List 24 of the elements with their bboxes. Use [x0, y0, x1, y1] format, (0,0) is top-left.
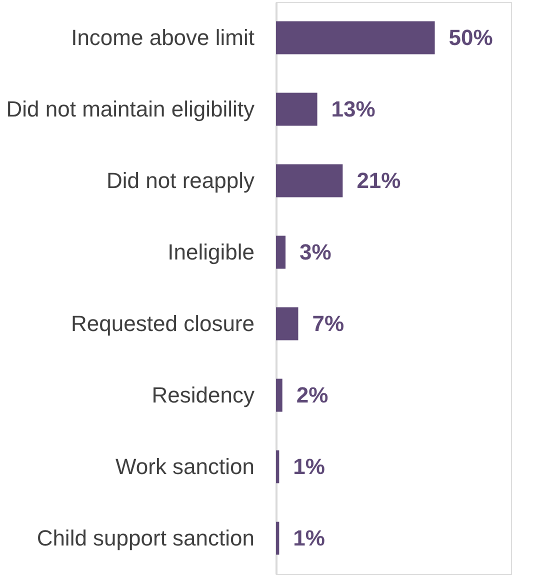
y-tick-label: Ineligible [168, 239, 254, 264]
bar [276, 164, 343, 198]
y-tick-label: Residency [152, 382, 254, 408]
bar [276, 21, 435, 54]
bar [276, 236, 286, 269]
bar [276, 450, 280, 484]
y-tick-label: Did not reapply [106, 168, 254, 193]
data-label: 1% [293, 454, 325, 479]
y-tick-label: Requested closure [71, 310, 254, 336]
y-tick-label: Income above limit [71, 24, 254, 50]
y-tick-label: Did not maintain eligibility [6, 96, 254, 122]
y-tick-label: Work sanction [116, 454, 254, 479]
bar [276, 522, 280, 555]
bar [276, 92, 318, 126]
data-label: 3% [300, 239, 332, 264]
data-label: 13% [331, 96, 376, 122]
bar [276, 378, 282, 412]
data-label: 2% [296, 382, 328, 408]
data-label: 21% [356, 168, 401, 193]
bar [276, 307, 298, 340]
data-label: 7% [312, 310, 344, 336]
data-label: 50% [448, 24, 493, 50]
data-label: 1% [293, 525, 325, 550]
y-tick-label: Child support sanction [36, 525, 254, 550]
